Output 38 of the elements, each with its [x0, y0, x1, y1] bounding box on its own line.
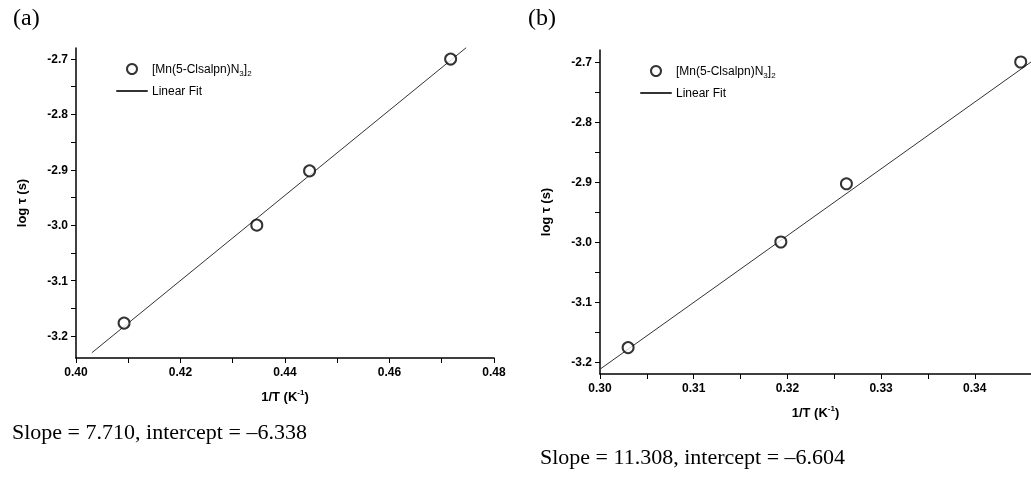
- x-tick-label: 0.31: [682, 381, 706, 395]
- y-tick-label: -2.7: [47, 52, 69, 67]
- y-tick-label: -3.0: [571, 235, 593, 249]
- x-tick-label: 0.33: [869, 381, 894, 395]
- point: [621, 341, 635, 355]
- point: [444, 52, 458, 66]
- y-tick-label: -3.2: [47, 328, 69, 343]
- y-tick-label: -2.8: [571, 115, 593, 129]
- point: [303, 164, 317, 178]
- y-tick-label: -3.2: [571, 355, 593, 369]
- x-tick-label: 0.48: [482, 365, 506, 379]
- x-tick-label: 0.40: [64, 365, 88, 379]
- point: [1014, 55, 1028, 69]
- y-tick-label: -2.7: [571, 55, 593, 69]
- x-tick-label: 0.46: [377, 365, 402, 379]
- legend-label: Linear Fit: [676, 86, 727, 100]
- point: [250, 218, 264, 232]
- y-tick-label: -2.8: [47, 107, 69, 122]
- y-axis-title: log τ (s): [14, 178, 29, 228]
- y-tick-label: -3.0: [47, 218, 69, 233]
- x-tick-label: 0.42: [168, 365, 193, 379]
- x-tick-label: 0.30: [588, 381, 612, 395]
- x-tick-label: 0.44: [273, 365, 297, 379]
- y-tick-label: -3.1: [47, 273, 69, 288]
- y-axis-title: log τ (s): [538, 187, 553, 237]
- point: [839, 177, 853, 191]
- y-tick-label: -3.1: [571, 295, 593, 309]
- text: Slope = 11.308, intercept = –6.604: [540, 443, 846, 469]
- point: [774, 235, 788, 249]
- point: [117, 316, 131, 330]
- x-tick-label: 0.34: [963, 381, 987, 395]
- chart-title: (b): [528, 4, 556, 30]
- y-tick-label: -2.9: [47, 162, 69, 177]
- chart-title: (a): [13, 4, 40, 30]
- text: Slope = 7.710, intercept = –6.338: [12, 418, 307, 444]
- x-tick-label: 0.32: [775, 381, 800, 395]
- legend-label: Linear Fit: [152, 84, 203, 98]
- y-tick-label: -2.9: [571, 175, 593, 189]
